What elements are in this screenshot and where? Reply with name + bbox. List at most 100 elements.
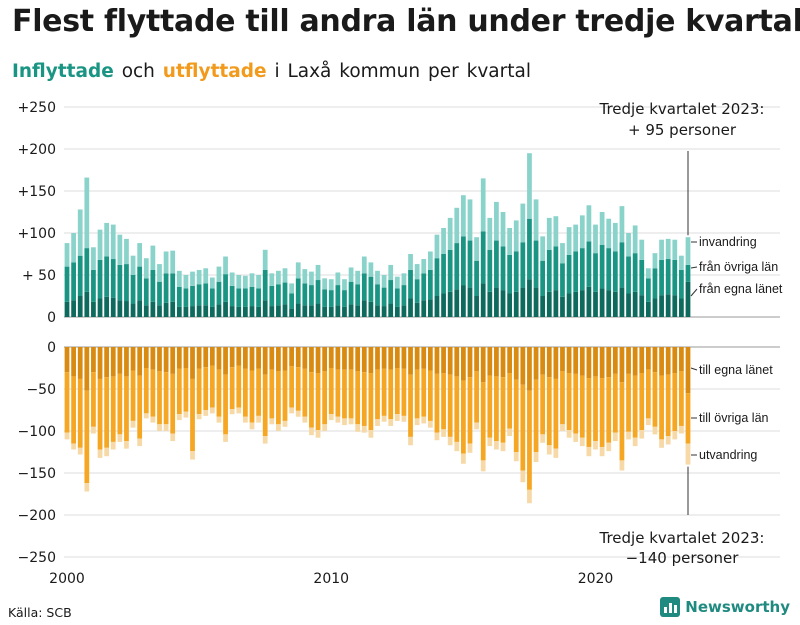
bar-out-egna — [256, 347, 261, 369]
bar-in-invandring — [64, 243, 70, 267]
bar-out-egna — [282, 347, 288, 371]
bar-out-ovriga — [348, 369, 354, 419]
bar-out-ovriga — [322, 371, 328, 425]
bar-out-utvandring — [441, 429, 446, 437]
bar-out-utvandring — [573, 433, 579, 442]
bar-out-utvandring — [137, 438, 143, 447]
bar-out-utvandring — [163, 424, 169, 431]
bar-out-ovriga — [84, 390, 90, 484]
bar-out-ovriga — [150, 369, 156, 417]
bar-out-egna — [447, 347, 453, 375]
y-tick-label: +150 — [18, 184, 56, 200]
bar-out-utvandring — [276, 424, 281, 431]
subtitle-inflyttade: Inflyttade — [12, 61, 114, 82]
bar-in-invandring — [216, 266, 222, 282]
bar-out-ovriga — [190, 378, 195, 452]
bar-out-utvandring — [170, 433, 176, 442]
bar-out-utvandring — [507, 428, 513, 437]
bar-in-invandring — [593, 224, 598, 254]
bar-in-egna — [143, 305, 149, 317]
bar-in-egna — [566, 293, 572, 317]
bar-in-ovriga — [249, 286, 255, 307]
bar-in-invandring — [71, 233, 76, 263]
bar-out-utvandring — [546, 445, 552, 455]
bar-out-utvandring — [454, 441, 460, 452]
bar-out-ovriga — [375, 369, 380, 420]
y-tick-label: + 50 — [22, 268, 56, 284]
bar-in-egna — [91, 301, 96, 317]
bar-in-invandring — [143, 258, 149, 279]
bar-out-egna — [639, 347, 645, 374]
bar-out-ovriga — [665, 374, 671, 437]
bar-out-ovriga — [342, 369, 347, 419]
bar-out-egna — [242, 347, 248, 369]
bar-in-ovriga — [176, 286, 182, 307]
bar-in-invandring — [388, 264, 394, 281]
series-label-leader — [690, 367, 698, 371]
bar-out-egna — [322, 347, 328, 372]
bar-out-ovriga — [143, 368, 149, 414]
bar-out-utvandring — [368, 430, 374, 438]
bar-in-ovriga — [520, 242, 526, 288]
bar-in-ovriga — [150, 269, 156, 302]
bar-in-invandring — [474, 237, 479, 261]
bar-out-ovriga — [117, 373, 123, 435]
bar-in-invandring — [150, 245, 156, 270]
bar-out-utvandring — [639, 430, 645, 439]
bar-out-utvandring — [64, 432, 70, 440]
bar-in-ovriga — [348, 281, 354, 305]
bar-in-invandring — [157, 264, 162, 282]
bar-out-ovriga — [480, 382, 486, 461]
outflow-bars — [64, 347, 691, 504]
bar-out-egna — [527, 347, 532, 391]
bar-out-ovriga — [236, 365, 242, 408]
bar-out-egna — [520, 347, 526, 385]
bar-in-ovriga — [414, 279, 420, 303]
bar-in-invandring — [579, 215, 585, 249]
bar-out-utvandring — [414, 418, 420, 426]
bar-in-ovriga — [586, 241, 592, 287]
bar-out-utvandring — [302, 416, 308, 423]
bar-in-ovriga — [467, 240, 473, 288]
bar-in-ovriga — [262, 269, 268, 301]
bar-in-ovriga — [566, 254, 572, 294]
gridlines — [64, 106, 780, 558]
bar-out-ovriga — [579, 375, 585, 438]
bar-out-egna — [540, 347, 546, 375]
bar-in-invandring — [84, 177, 90, 249]
bar-out-utvandring — [335, 416, 341, 423]
bar-out-egna — [137, 347, 143, 376]
bar-out-egna — [196, 347, 202, 369]
bar-out-utvandring — [467, 443, 473, 453]
bar-in-invandring — [441, 227, 446, 254]
bar-out-utvandring — [566, 430, 572, 438]
bar-in-invandring — [520, 203, 526, 243]
bar-out-egna — [295, 347, 301, 368]
bar-in-invandring — [262, 249, 268, 270]
bar-out-egna — [170, 347, 176, 374]
bar-out-egna — [77, 347, 83, 379]
bar-in-invandring — [560, 243, 565, 264]
bar-in-invandring — [315, 264, 321, 281]
bar-out-ovriga — [124, 376, 129, 442]
bar-in-invandring — [348, 267, 354, 282]
bar-in-ovriga — [527, 218, 532, 280]
bar-out-utvandring — [236, 407, 242, 414]
x-tick-label: 2010 — [313, 571, 349, 587]
bar-out-ovriga — [183, 368, 189, 412]
bar-out-egna — [467, 347, 473, 378]
bar-out-utvandring — [685, 443, 691, 465]
annotation-top-line2: + 95 personer — [628, 121, 737, 139]
bar-out-utvandring — [269, 418, 275, 425]
bar-in-egna — [527, 279, 532, 317]
bar-out-egna — [394, 347, 400, 368]
bar-in-ovriga — [84, 248, 90, 292]
bar-out-ovriga — [64, 372, 70, 433]
bar-in-egna — [256, 306, 261, 317]
bar-in-ovriga — [553, 246, 559, 291]
bar-out-ovriga — [328, 368, 334, 415]
bar-in-invandring — [586, 205, 592, 242]
bar-in-ovriga — [276, 284, 281, 306]
bar-in-egna — [467, 287, 473, 317]
bar-in-invandring — [421, 259, 427, 274]
